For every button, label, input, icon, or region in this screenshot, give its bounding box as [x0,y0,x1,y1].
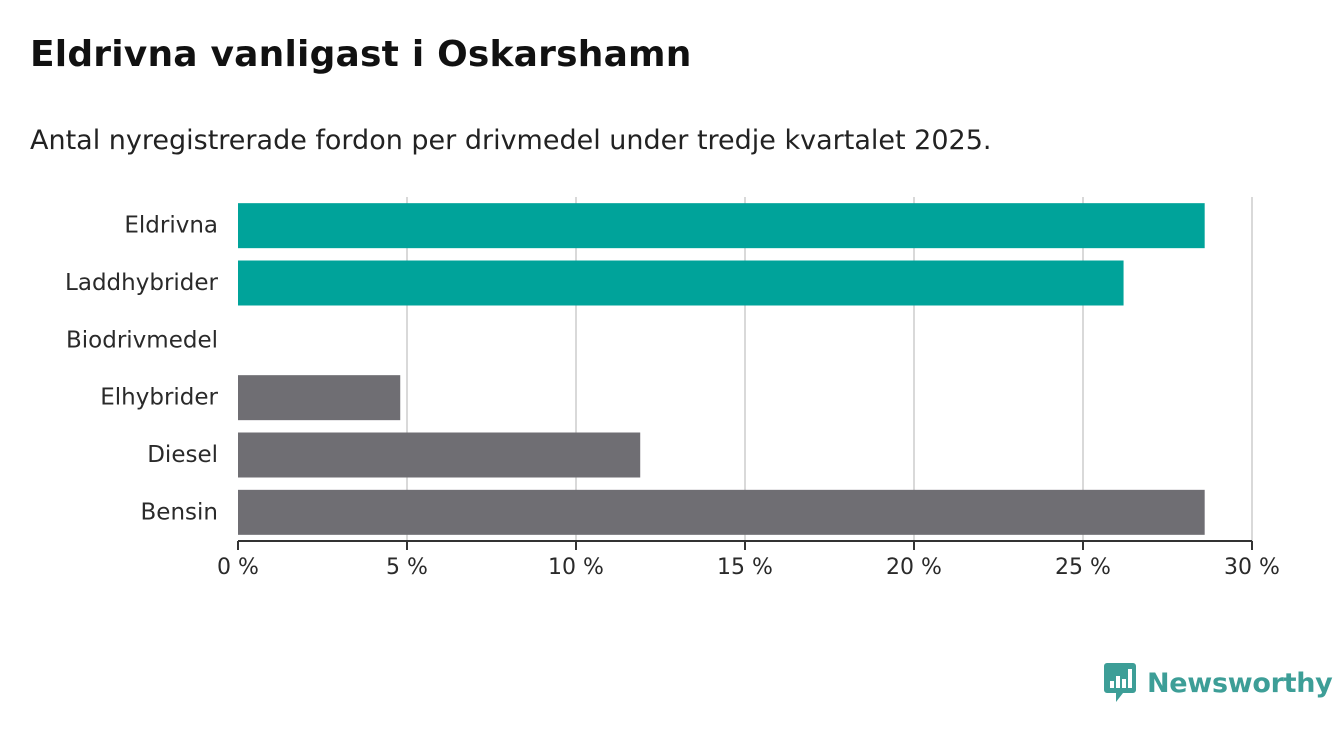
category-label: Bensin [141,499,218,525]
x-tick-label: 10 % [548,555,604,580]
x-tick-label: 20 % [886,555,942,580]
bar [238,489,1205,535]
x-tick-label: 30 % [1224,555,1280,580]
x-tick-label: 5 % [386,555,428,580]
category-label: Laddhybrider [65,270,218,296]
bar [238,203,1205,249]
newsworthy-logo-icon [1104,663,1136,702]
chart-title: Eldrivna vanligast i Oskarshamn [30,34,692,75]
gridlines [406,197,1253,541]
category-label: Elhybrider [100,385,218,411]
bar [238,260,1124,306]
bars [238,203,1205,535]
category-label: Eldrivna [124,213,218,239]
x-tick-label: 0 % [217,555,259,580]
category-labels: Eldrivna Laddhybrider Biodrivmedel Elhybrid… [65,213,218,526]
category-label: Diesel [147,442,218,468]
x-tick-label: 25 % [1055,555,1111,580]
category-label: Biodrivmedel [66,327,218,353]
x-tick-label: 15 % [717,555,773,580]
brand-name: Newsworthy [1147,667,1333,699]
chart-subtitle: Antal nyregistrerade fordon per drivmede… [30,125,992,156]
newsworthy-logo: Newsworthy [1103,662,1333,704]
bar [238,375,401,421]
x-axis: 0 % 5 % 10 % 15 % 20 % 25 % 30 % [217,540,1280,580]
bar [238,432,641,478]
bar-chart: Eldrivna Laddhybrider Biodrivmedel Elhybrid… [65,197,1280,580]
